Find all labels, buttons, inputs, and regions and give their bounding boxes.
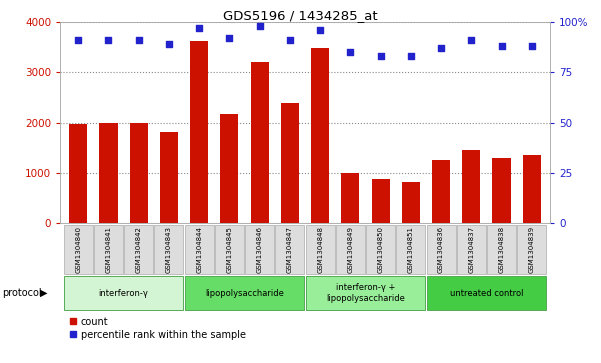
Bar (306, 276, 426, 310)
Point (255, 23, 264, 29)
Text: interferon-γ: interferon-γ (99, 289, 148, 298)
Point (436, 45, 446, 51)
Point (376, 53, 385, 59)
Bar (251, 62, 269, 223)
Bar (94, 225, 123, 274)
Bar (99, 122, 118, 223)
Text: GSM1304840: GSM1304840 (75, 226, 81, 273)
Text: GSM1304837: GSM1304837 (468, 226, 474, 273)
Text: GSM1304841: GSM1304841 (106, 226, 111, 273)
Point (316, 27, 325, 33)
Bar (185, 276, 304, 310)
Point (134, 37, 144, 43)
Bar (336, 225, 365, 274)
Text: GSM1304849: GSM1304849 (347, 226, 353, 273)
Text: GSM1304842: GSM1304842 (136, 226, 142, 273)
Point (103, 37, 113, 43)
Bar (245, 225, 274, 274)
Bar (341, 173, 359, 223)
Bar (517, 225, 546, 274)
Text: GSM1304851: GSM1304851 (408, 226, 414, 273)
Bar (221, 114, 239, 223)
Point (73, 37, 83, 43)
Text: lipopolysaccharide: lipopolysaccharide (205, 289, 284, 298)
Point (164, 41, 174, 47)
Text: ▶: ▶ (40, 288, 47, 298)
Bar (275, 225, 304, 274)
Bar (190, 41, 209, 223)
Bar (64, 276, 183, 310)
Bar (64, 225, 93, 274)
Text: untreated control: untreated control (450, 289, 523, 298)
Text: protocol: protocol (2, 288, 41, 298)
Text: interferon-γ +
lipopolysaccharide: interferon-γ + lipopolysaccharide (326, 284, 405, 303)
Bar (185, 225, 214, 274)
Bar (487, 225, 516, 274)
Point (225, 35, 234, 41)
Bar (457, 225, 486, 274)
Bar (69, 123, 87, 223)
Legend: count, percentile rank within the sample: count, percentile rank within the sample (65, 313, 249, 344)
Bar (281, 103, 299, 223)
Text: GSM1304839: GSM1304839 (529, 226, 535, 273)
Bar (462, 150, 480, 223)
Bar (371, 179, 389, 223)
Text: GSM1304847: GSM1304847 (287, 226, 293, 273)
Point (497, 43, 507, 49)
Text: GSM1304848: GSM1304848 (317, 226, 323, 273)
Bar (154, 225, 183, 274)
Bar (160, 131, 178, 223)
Bar (427, 225, 456, 274)
Text: GSM1304850: GSM1304850 (377, 226, 383, 273)
Bar (432, 160, 450, 223)
Bar (124, 225, 153, 274)
Text: GSM1304844: GSM1304844 (196, 226, 202, 273)
Point (285, 37, 294, 43)
Point (466, 37, 476, 43)
Bar (492, 158, 511, 223)
Bar (523, 155, 541, 223)
Text: GSM1304845: GSM1304845 (227, 226, 233, 273)
Bar (311, 48, 329, 223)
Bar (396, 225, 426, 274)
Point (194, 25, 204, 31)
Bar (366, 225, 395, 274)
Bar (130, 122, 148, 223)
Bar (427, 276, 546, 310)
Point (527, 43, 537, 49)
Bar (401, 182, 420, 223)
Text: GSM1304843: GSM1304843 (166, 226, 172, 273)
Text: GDS5196 / 1434285_at: GDS5196 / 1434285_at (223, 9, 378, 22)
Text: GSM1304846: GSM1304846 (257, 226, 263, 273)
Point (406, 53, 416, 59)
Point (346, 49, 355, 55)
Bar (306, 225, 335, 274)
Bar (215, 225, 244, 274)
Text: GSM1304836: GSM1304836 (438, 226, 444, 273)
Text: GSM1304838: GSM1304838 (499, 226, 504, 273)
